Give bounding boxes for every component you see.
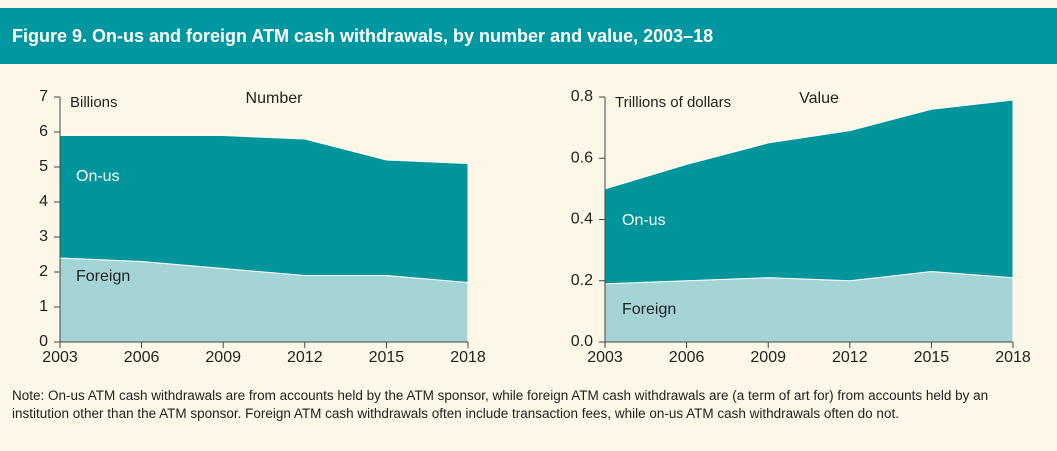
chart-subtitle: Value	[799, 90, 839, 107]
x-tick-label: 2018	[450, 349, 486, 366]
charts: Foreign On-us 0 1 2 3 4 5 6 7 2003 2006 2009 2012 2015…	[39, 88, 1031, 366]
y-tick-label: 2	[39, 263, 48, 280]
y-tick-label: 0.4	[571, 211, 593, 228]
y-tick-label: 5	[39, 158, 48, 175]
y-tick-label: 7	[39, 88, 48, 105]
y-axis-unit: Trillions of dollars	[615, 94, 731, 111]
x-tick-label: 2009	[205, 349, 241, 366]
x-tick-label: 2018	[995, 349, 1031, 366]
chart-subtitle: Number	[246, 90, 304, 107]
x-tick-label: 2012	[832, 349, 868, 366]
y-tick-label: 0.2	[571, 272, 593, 289]
x-tick-label: 2012	[287, 349, 323, 366]
area	[604, 99, 1014, 285]
y-axis-unit: Billions	[70, 94, 118, 111]
note: Note: On-us ATM cash withdrawals are fro…	[12, 388, 989, 421]
figure-title: Figure 9. On-us and foreign ATM cash wit…	[0, 8, 1057, 64]
series-label: Foreign	[76, 268, 130, 285]
y-tick-label: 1	[39, 298, 48, 315]
y-tick-label: 0.6	[571, 149, 593, 166]
x-tick-label: 2003	[587, 349, 623, 366]
series-label: Foreign	[622, 301, 676, 318]
y-tick-label: 6	[39, 123, 48, 140]
series-label: On-us	[622, 212, 666, 229]
x-tick-label: 2003	[42, 349, 78, 366]
x-tick-label: 2015	[914, 349, 950, 366]
y-tick-label: 0.8	[571, 88, 593, 105]
y-tick-label: 0.0	[571, 333, 593, 350]
x-tick-label: 2015	[369, 349, 405, 366]
y-tick-label: 4	[39, 193, 48, 210]
x-tick-label: 2006	[669, 349, 705, 366]
y-tick-label: 3	[39, 228, 48, 245]
x-tick-label: 2006	[124, 349, 160, 366]
area	[59, 135, 469, 284]
series-label: On-us	[76, 168, 120, 185]
y-tick-label: 0	[39, 333, 48, 350]
x-tick-label: 2009	[750, 349, 786, 366]
